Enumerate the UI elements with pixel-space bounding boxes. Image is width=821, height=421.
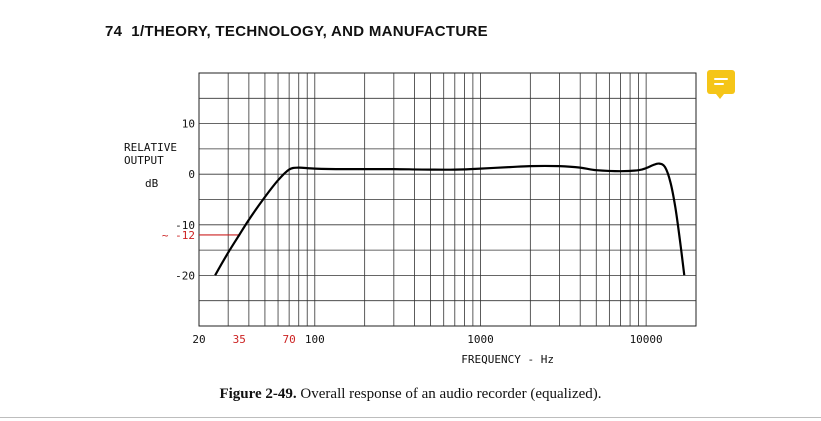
x-annotation-label: 35 <box>233 333 246 346</box>
comment-icon[interactable] <box>707 70 735 99</box>
page-header: 74 1/THEORY, TECHNOLOGY, AND MANUFACTURE <box>105 23 488 40</box>
figure-caption: Figure 2-49. Overall response of an audi… <box>0 386 821 403</box>
figure-caption-text: Overall response of an audio recorder (e… <box>300 386 602 402</box>
y-tick-label: -10 <box>175 219 195 232</box>
y-tick-label: 10 <box>182 118 195 131</box>
response-curve <box>214 162 686 276</box>
y-axis-label-line-1: RELATIVE <box>124 141 177 154</box>
y-axis-unit: dB <box>145 177 159 190</box>
x-tick-label: 100 <box>305 333 325 346</box>
y-tick-label: -20 <box>175 269 195 282</box>
x-tick-label: 20 <box>192 333 205 346</box>
chapter-title: 1/THEORY, TECHNOLOGY, AND MANUFACTURE <box>131 23 488 40</box>
x-tick-label: 1000 <box>467 333 494 346</box>
x-tick-label: 10000 <box>630 333 663 346</box>
x-axis-label: FREQUENCY - Hz <box>461 353 554 366</box>
y-tick-label: 0 <box>188 168 195 181</box>
x-annotation-label: 70 <box>283 333 296 346</box>
figure-label: Figure 2-49. <box>219 386 297 402</box>
y-annotation-label: ~ -12 <box>162 229 195 242</box>
page-number: 74 <box>105 23 123 40</box>
bottom-divider <box>0 417 821 418</box>
y-axis-label-line-2: OUTPUT <box>124 154 164 167</box>
